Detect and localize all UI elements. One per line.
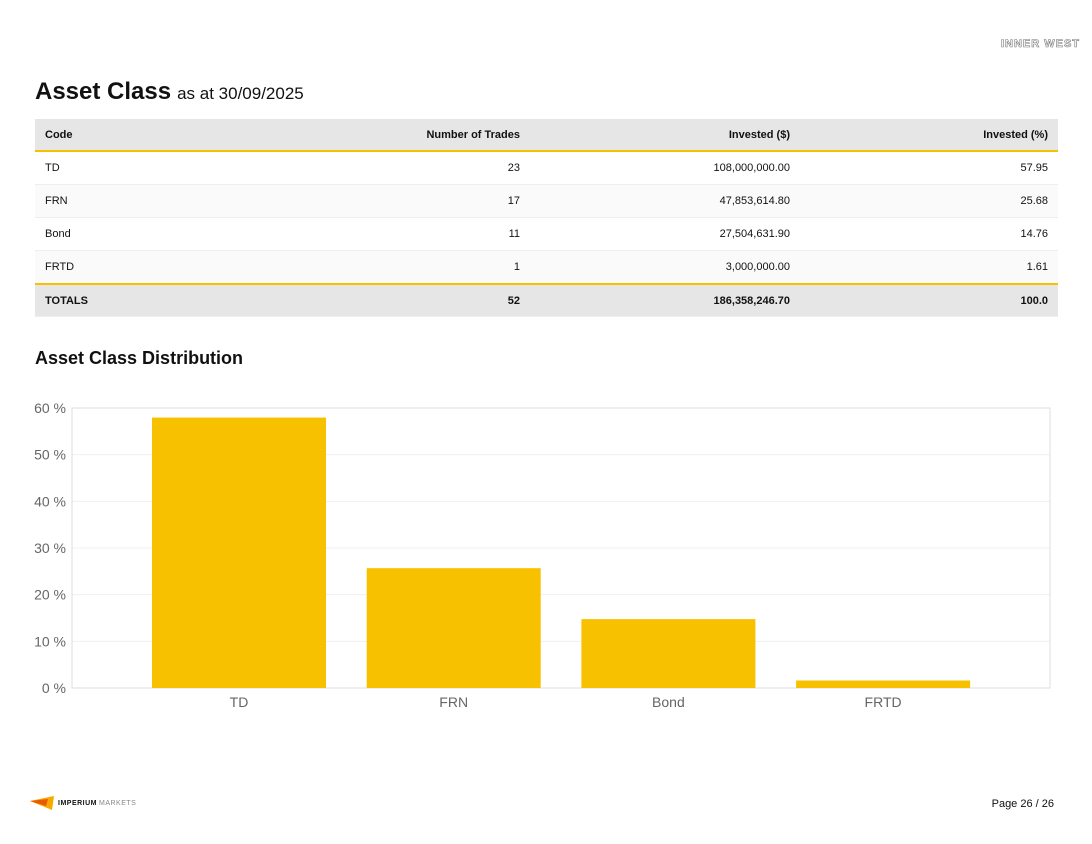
x-tick-label: Bond [652, 694, 685, 710]
col-code: Code [35, 119, 210, 152]
cell-pct: 25.68 [800, 184, 1058, 218]
chart-title: Asset Class Distribution [35, 348, 244, 368]
x-tick-label: TD [230, 694, 249, 710]
cell-trades: 11 [210, 217, 530, 251]
col-invested: Invested ($) [530, 119, 800, 152]
asset-class-table: Code Number of Trades Invested ($) Inves… [35, 119, 1058, 317]
x-tick-label: FRN [439, 694, 468, 710]
cell-trades: 52 [210, 283, 530, 317]
cell-trades: 1 [210, 250, 530, 285]
y-tick-label: 60 % [34, 400, 66, 416]
table-row: TD 23 108,000,000.00 57.95 [35, 151, 1058, 185]
asset-class-chart: 0 % 10 % 20 % 30 % 40 % 50 % 60 % TD FRN Bond FRTD [34, 400, 1051, 710]
y-tick-label: 40 % [34, 493, 66, 509]
bar-frtd [796, 680, 971, 688]
table-row: Bond 11 27,504,631.90 14.76 [35, 217, 1058, 251]
cell-code: Bond [35, 217, 210, 251]
arrow-logo-icon [30, 796, 54, 810]
bar-td [152, 417, 326, 688]
cell-pct: 14.76 [800, 217, 1058, 251]
y-tick-label: 20 % [34, 587, 66, 603]
cell-pct: 100.0 [800, 283, 1058, 317]
cell-trades: 17 [210, 184, 530, 218]
cell-code: FRTD [35, 250, 210, 285]
totals-row: TOTALS 52 186,358,246.70 100.0 [35, 283, 1058, 317]
cell-invested: 27,504,631.90 [530, 217, 800, 251]
col-pct: Invested (%) [800, 119, 1058, 152]
as-at-date: as at 30/09/2025 [177, 84, 304, 103]
cell-pct: 1.61 [800, 250, 1058, 285]
imperium-logo: IMPERIUM MARKETS [30, 796, 136, 810]
y-tick-label: 50 % [34, 447, 66, 463]
bar-bond [581, 619, 756, 688]
cell-code: FRN [35, 184, 210, 218]
cell-invested: 3,000,000.00 [530, 250, 800, 285]
client-logo: INNER WEST [1000, 38, 1080, 51]
page-number: Page 26 / 26 [991, 798, 1054, 810]
page-title: Asset Class as at 30/09/2025 [35, 78, 304, 105]
cell-invested: 108,000,000.00 [530, 151, 800, 185]
table-row: FRN 17 47,853,614.80 25.68 [35, 184, 1058, 218]
y-tick-label: 10 % [34, 633, 66, 649]
x-tick-label: FRTD [865, 694, 902, 710]
cell-code: TOTALS [35, 283, 210, 317]
table-row: FRTD 1 3,000,000.00 1.61 [35, 250, 1058, 285]
cell-invested: 47,853,614.80 [530, 184, 800, 218]
plot-border [71, 407, 1051, 689]
cell-trades: 23 [210, 151, 530, 185]
cell-code: TD [35, 151, 210, 185]
bar-frn [366, 568, 541, 688]
y-tick-label: 0 % [42, 680, 66, 696]
cell-pct: 57.95 [800, 151, 1058, 185]
cell-invested: 186,358,246.70 [530, 283, 800, 317]
col-trades: Number of Trades [210, 119, 530, 152]
y-tick-label: 30 % [34, 540, 66, 556]
